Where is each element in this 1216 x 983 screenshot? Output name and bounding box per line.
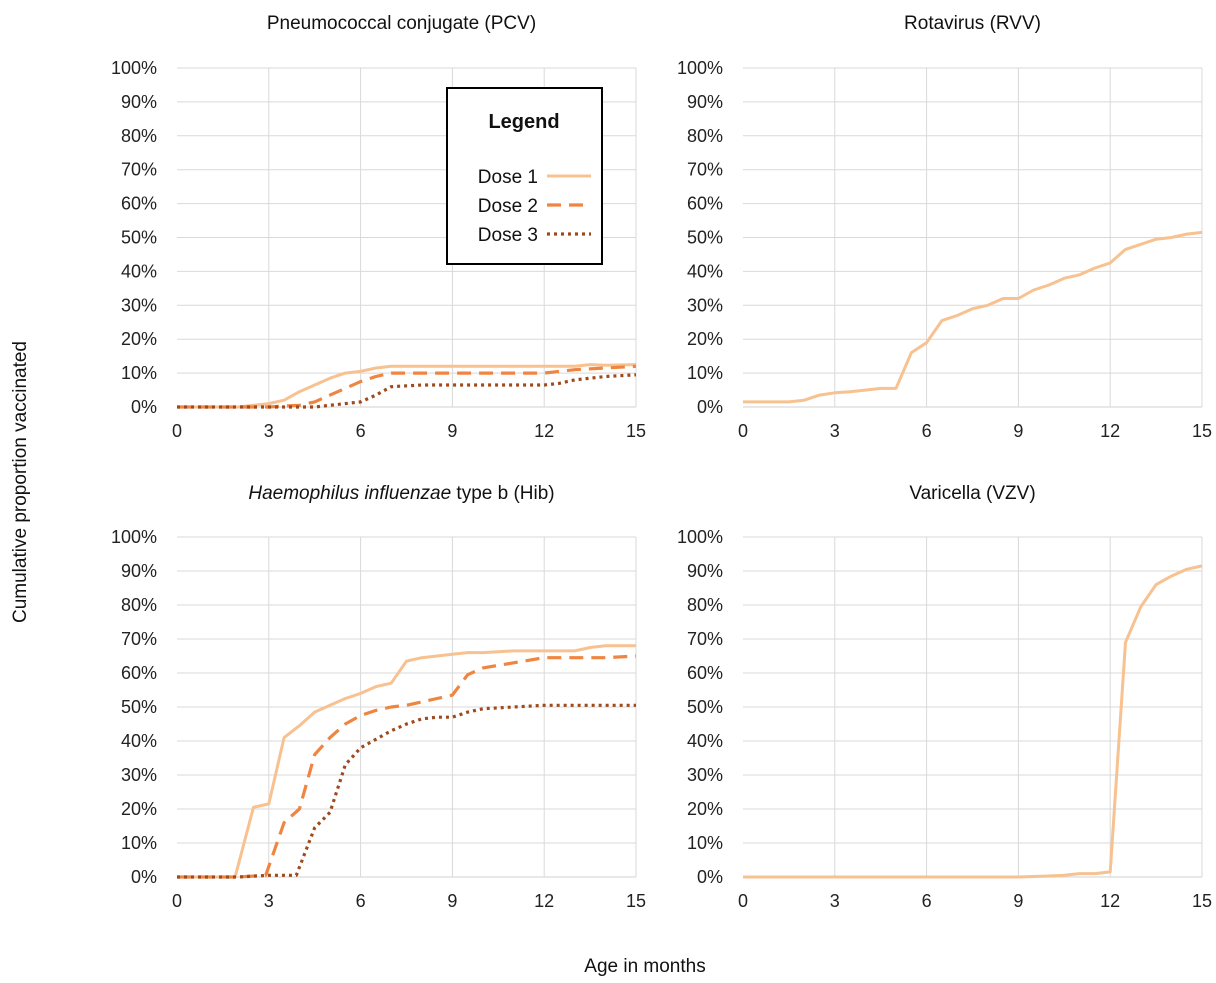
series-line-dose-1 <box>177 363 637 409</box>
x-tick-label: 0 <box>172 891 182 911</box>
x-tick-label: 9 <box>447 891 457 911</box>
y-tick-label: 80% <box>687 595 723 615</box>
y-tick-label: 100% <box>677 58 723 78</box>
panel-title-italic: Haemophilus influenzae <box>248 483 451 504</box>
x-tick-label: 12 <box>1100 421 1120 441</box>
y-tick-label: 10% <box>687 833 723 853</box>
y-tick-label: 30% <box>687 765 723 785</box>
y-tick-label: 90% <box>687 92 723 112</box>
x-tick-label: 12 <box>534 421 554 441</box>
y-tick-label: 40% <box>121 261 157 281</box>
panel-title: Rotavirus (RVV) <box>904 13 1041 34</box>
y-tick-label: 30% <box>121 765 157 785</box>
x-tick-label: 3 <box>264 891 274 911</box>
series-line-dose-1 <box>743 564 1203 879</box>
y-tick-label: 20% <box>687 799 723 819</box>
x-tick-label: 6 <box>922 891 932 911</box>
legend-entry-label: Dose 2 <box>478 196 538 217</box>
y-tick-label: 10% <box>687 363 723 383</box>
panel-3: Haemophilus influenzae type b (Hib) 0% 10%… <box>111 483 646 911</box>
y-tick-label: 0% <box>697 867 723 887</box>
panels: Pneumococcal conjugate (PCV)0%10%20%30%4… <box>111 13 1212 911</box>
y-tick-label: 20% <box>121 329 157 349</box>
x-tick-label: 15 <box>1192 421 1212 441</box>
legend-entry-label: Dose 3 <box>478 225 538 246</box>
y-tick-label: 70% <box>121 629 157 649</box>
y-tick-label: 0% <box>697 397 723 417</box>
x-tick-label: 0 <box>738 421 748 441</box>
x-tick-label: 9 <box>447 421 457 441</box>
panel-4: Varicella (VZV) 0% 10% 20% 30% 40% 50% 60% 70% 80… <box>677 483 1212 911</box>
x-tick-label: 0 <box>172 421 182 441</box>
y-tick-label: 30% <box>121 295 157 315</box>
legend-title: Legend <box>488 111 559 133</box>
y-tick-label: 60% <box>121 194 157 214</box>
series-line-dose-2 <box>177 654 637 879</box>
y-tick-label: 40% <box>121 731 157 751</box>
y-axis-label: Cumulative proportion vaccinated <box>10 341 31 623</box>
y-tick-label: 90% <box>121 561 157 581</box>
x-tick-label: 3 <box>830 421 840 441</box>
legend-entry-label: Dose 1 <box>478 167 538 188</box>
x-tick-label: 12 <box>1100 891 1120 911</box>
series-line-dose-3 <box>177 373 637 409</box>
y-tick-label: 10% <box>121 363 157 383</box>
series-line-dose-2 <box>177 364 637 409</box>
y-tick-label: 80% <box>121 126 157 146</box>
panel-title-rest: type b (Hib) <box>451 483 554 504</box>
x-tick-label: 9 <box>1013 891 1023 911</box>
y-tick-label: 40% <box>687 731 723 751</box>
series-line-dose-3 <box>177 703 636 879</box>
x-axis-label: Age in months <box>584 956 705 977</box>
panel-title: Pneumococcal conjugate (PCV) <box>267 13 536 34</box>
x-tick-label: 15 <box>626 891 646 911</box>
y-tick-label: 100% <box>111 527 157 547</box>
x-tick-label: 15 <box>626 421 646 441</box>
y-tick-label: 50% <box>121 228 157 248</box>
legend: Legend Dose 1 Dose 2 Dose 3 <box>446 87 603 265</box>
y-tick-label: 50% <box>687 697 723 717</box>
y-tick-label: 20% <box>121 799 157 819</box>
x-tick-label: 6 <box>356 421 366 441</box>
y-tick-label: 10% <box>121 833 157 853</box>
y-tick-label: 90% <box>687 561 723 581</box>
y-tick-label: 90% <box>121 92 157 112</box>
panel-title: Haemophilus influenzae type b (Hib) <box>248 483 554 504</box>
y-tick-label: 70% <box>687 629 723 649</box>
x-tick-label: 0 <box>738 891 748 911</box>
x-tick-label: 15 <box>1192 891 1212 911</box>
x-tick-label: 6 <box>356 891 366 911</box>
y-tick-label: 0% <box>131 397 157 417</box>
y-tick-label: 70% <box>687 160 723 180</box>
panel-title: Varicella (VZV) <box>909 483 1035 504</box>
y-tick-label: 20% <box>687 329 723 349</box>
panel-2: Rotavirus (RVV) 0% 10% 20% 30% 40% 50% 60% 70% 80… <box>677 13 1212 441</box>
x-tick-label: 3 <box>830 891 840 911</box>
x-tick-label: 6 <box>922 421 932 441</box>
x-tick-label: 3 <box>264 421 274 441</box>
series-line-dose-1 <box>743 230 1203 404</box>
y-tick-label: 50% <box>687 228 723 248</box>
y-tick-label: 40% <box>687 261 723 281</box>
y-tick-label: 30% <box>687 295 723 315</box>
y-tick-label: 80% <box>121 595 157 615</box>
x-tick-label: 12 <box>534 891 554 911</box>
x-tick-label: 9 <box>1013 421 1023 441</box>
y-tick-label: 60% <box>687 194 723 214</box>
y-tick-label: 100% <box>677 527 723 547</box>
y-tick-label: 0% <box>131 867 157 887</box>
y-tick-label: 100% <box>111 58 157 78</box>
y-tick-label: 80% <box>687 126 723 146</box>
y-tick-label: 70% <box>121 160 157 180</box>
y-tick-label: 60% <box>121 663 157 683</box>
y-tick-label: 60% <box>687 663 723 683</box>
y-tick-label: 50% <box>121 697 157 717</box>
series-line-dose-1 <box>177 644 636 879</box>
